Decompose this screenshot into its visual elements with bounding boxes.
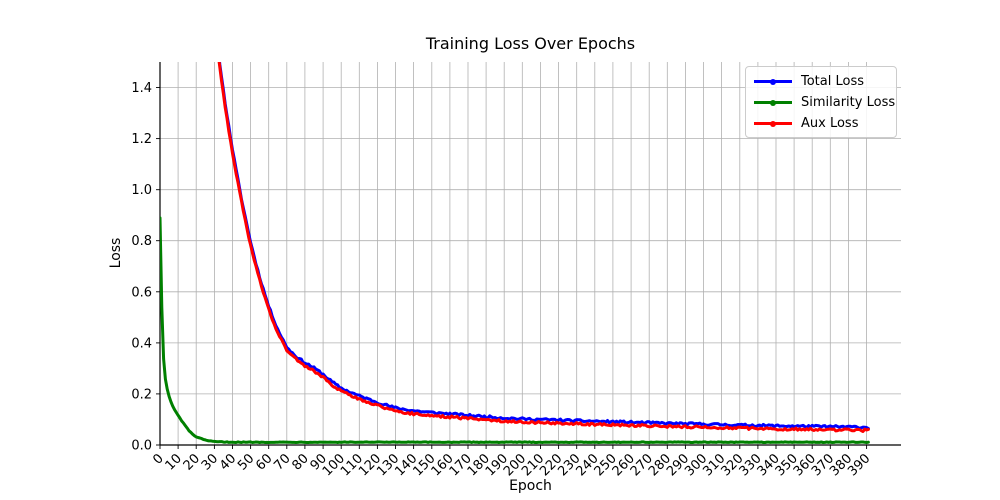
legend-marker-dot — [770, 120, 776, 127]
legend-line-sample — [754, 78, 792, 85]
y-tick-label: 1.2 — [131, 132, 152, 147]
legend-line-sample — [754, 120, 792, 127]
legend-marker-dot — [770, 99, 776, 106]
y-tick-label: 0.8 — [131, 234, 152, 249]
legend-item-total-loss: Total Loss — [746, 71, 896, 92]
x-axis-label: Epoch — [509, 478, 552, 494]
series-line-similarity-loss — [160, 216, 870, 444]
legend-line-sample — [754, 99, 792, 106]
x-tick-label: 390 — [845, 451, 873, 479]
y-tick-label: 0.2 — [131, 387, 152, 402]
y-tick-label: 1.0 — [131, 183, 152, 198]
legend-marker-dot — [770, 78, 776, 85]
legend-label: Similarity Loss — [801, 95, 896, 110]
y-tick-label: 0.0 — [131, 439, 152, 454]
y-tick-label: 1.4 — [131, 81, 152, 96]
y-tick-label: 0.6 — [131, 285, 152, 300]
legend: Total Loss Similarity Loss Aux Loss — [745, 66, 897, 138]
y-tick-label: 0.4 — [131, 336, 152, 351]
chart-title: Training Loss Over Epochs — [425, 34, 636, 53]
series-line-total-loss — [218, 62, 870, 430]
legend-item-similarity-loss: Similarity Loss — [746, 92, 896, 113]
legend-label: Total Loss — [801, 74, 865, 89]
series-line-aux-loss — [217, 62, 870, 433]
legend-label: Aux Loss — [801, 116, 859, 131]
legend-item-aux-loss: Aux Loss — [746, 113, 896, 134]
